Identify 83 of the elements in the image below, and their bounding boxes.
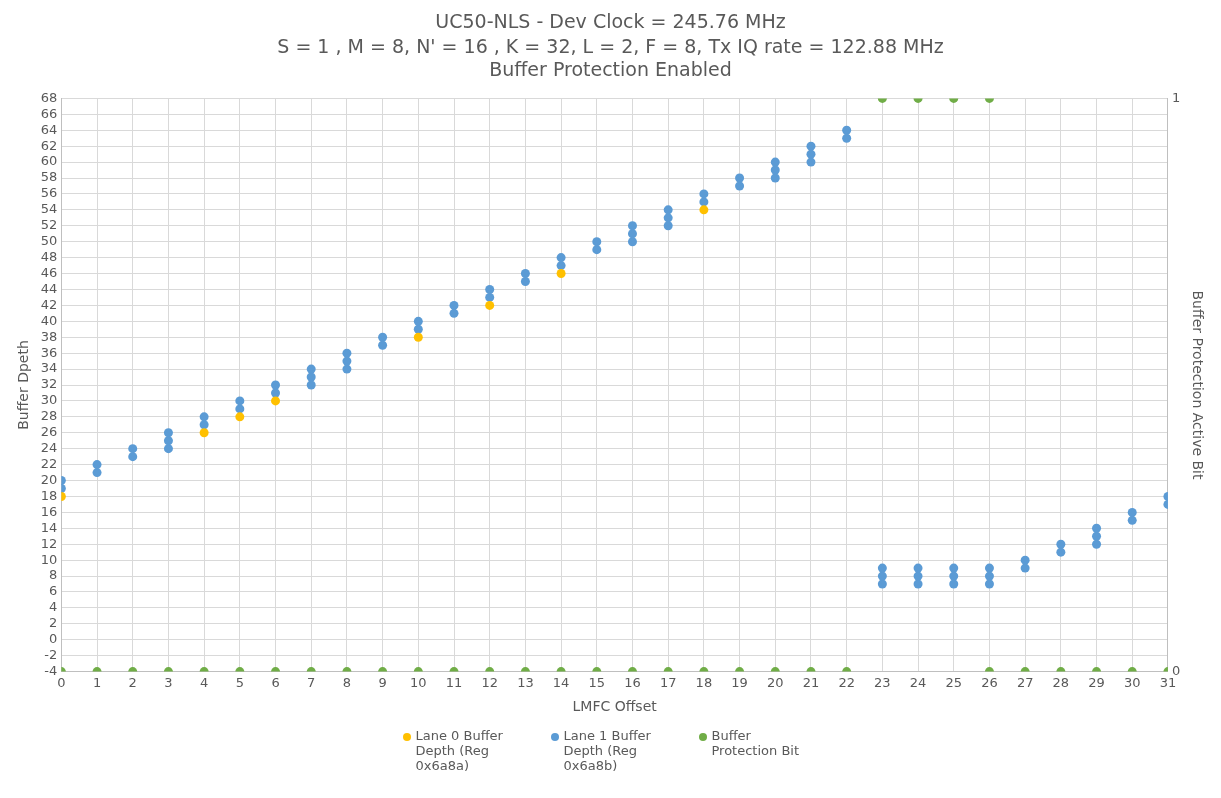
y-tick-label: -4: [44, 662, 58, 678]
y-tick-label: 20: [40, 471, 58, 487]
point: [271, 396, 281, 406]
x-tick-label: 8: [342, 674, 352, 690]
x-tick-label: 7: [307, 674, 316, 690]
legend-label: Lane 1 Buffer Depth (Reg 0x6a8b): [563, 728, 652, 773]
x-tick-label: 15: [588, 674, 606, 690]
x-tick-label: 14: [552, 674, 570, 690]
x-tick-label: 27: [1016, 674, 1034, 690]
x-tick-label: 21: [802, 674, 820, 690]
y-tick-label: 32: [40, 376, 58, 392]
legend-label: Lane 0 Buffer Depth (Reg 0x6a8a): [415, 728, 504, 773]
x-tick-label: 10: [410, 674, 427, 690]
x-tick-label: 19: [731, 674, 748, 690]
legend-label: Buffer Protection Bit: [711, 728, 801, 758]
point: [699, 205, 709, 215]
x-tick-label: 4: [199, 674, 209, 690]
x-tick-label: 28: [1052, 674, 1070, 690]
y-tick-label: 38: [40, 328, 58, 344]
y-tick-label: 42: [40, 296, 58, 312]
y-tick-label: 30: [40, 392, 58, 408]
y-tick-label: 54: [40, 201, 58, 217]
y-tick-label: 24: [40, 440, 58, 456]
y-tick-label: 68: [40, 89, 58, 105]
point: [413, 332, 423, 342]
y-tick-label: 14: [40, 519, 58, 535]
point: [235, 412, 245, 422]
y-tick-label: 6: [49, 583, 58, 599]
y-tick-label: 34: [40, 360, 58, 376]
x-tick-label: 29: [1088, 674, 1105, 690]
y-tick-label: 18: [40, 487, 58, 503]
y-tick-label: 64: [40, 121, 58, 137]
y-tick-label: 56: [40, 185, 58, 201]
y-tick-label: 48: [40, 249, 58, 264]
y-axis-title: Buffer Dpeth: [15, 340, 32, 430]
x-tick-label: 30: [1123, 674, 1141, 690]
y-tick-label: 36: [40, 344, 58, 360]
y-tick-label: 52: [40, 217, 58, 233]
y-tick-label: 26: [40, 424, 58, 440]
point: [556, 269, 566, 279]
y-tick-label: 46: [40, 264, 58, 280]
y-tick-label: 66: [40, 105, 58, 121]
chart-subtitle: S = 1 , M = 8, N' = 16 , K = 32, L = 2, F = 8, Tx IQ rate = 122.88 MHz Buffer Protection Enabled: [277, 35, 944, 80]
y-tick-label: 12: [40, 535, 58, 551]
y-tick-label: 16: [40, 503, 58, 519]
x-tick-label: 5: [235, 674, 244, 690]
y-tick-label: 10: [40, 551, 58, 567]
x-tick-label: 16: [624, 674, 641, 690]
x-tick-label: 6: [271, 674, 280, 690]
y-tick-label: 22: [40, 455, 58, 471]
x-tick-label: 9: [378, 674, 387, 690]
x-tick-label: 3: [164, 674, 173, 690]
y-tick-label: 40: [40, 312, 58, 328]
x-tick-label: 2: [128, 674, 137, 690]
point: [199, 428, 209, 438]
x-tick-label: 25: [945, 674, 963, 690]
x-tick-label: 17: [659, 674, 677, 690]
x-tick-label: 24: [909, 674, 927, 690]
y-tick-label: 60: [40, 153, 58, 169]
x-tick-label: 13: [517, 674, 534, 690]
x-tick-label: 11: [445, 674, 463, 690]
y-tick-label: 4: [49, 599, 58, 615]
y-tick-label: 2: [49, 615, 58, 631]
y-tick-label: 58: [40, 169, 58, 185]
x-tick-label: 1: [92, 674, 102, 690]
y-tick-label: 62: [40, 137, 58, 153]
y2-axis-title: Buffer Protection Active Bit: [1189, 290, 1206, 480]
y-tick-label: 28: [40, 408, 58, 424]
point: [485, 300, 495, 310]
y-tick-label: 50: [40, 233, 58, 249]
y-tick-label: 8: [49, 567, 58, 583]
x-tick-label: 22: [838, 674, 855, 690]
x-tick-label: 26: [981, 674, 998, 690]
y-tick-label: 44: [40, 280, 58, 296]
chart-title: UC50-NLS - Dev Clock = 245.76 MHz: [435, 10, 786, 33]
x-tick-label: 23: [874, 674, 891, 690]
x-tick-label: 20: [767, 674, 784, 690]
x-tick-label: 12: [481, 674, 498, 690]
x-tick-label: 18: [695, 674, 713, 690]
y-tick-label: 0: [49, 631, 58, 647]
y2-tick-label: 1: [1171, 89, 1181, 105]
y-tick-label: -2: [44, 647, 58, 663]
x-axis-title: LMFC Offset: [572, 698, 658, 715]
